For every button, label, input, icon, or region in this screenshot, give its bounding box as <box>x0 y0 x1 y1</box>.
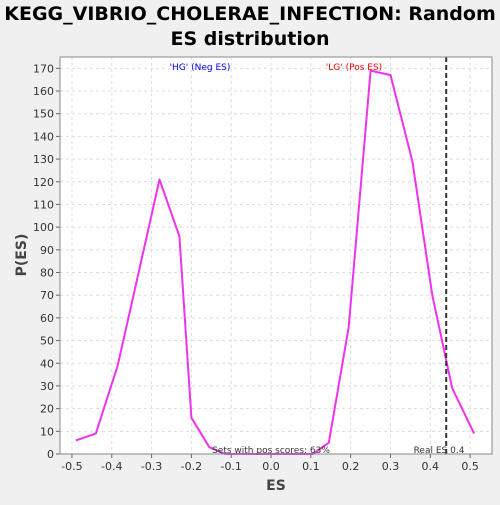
y-tick-label: 80 <box>40 267 54 280</box>
x-tick-label: 0.1 <box>302 460 320 473</box>
y-tick-label: 170 <box>33 62 54 75</box>
pos-scores-annotation: Sets with pos scores: 63% <box>212 446 330 456</box>
y-tick-label: 160 <box>33 85 54 98</box>
y-tick-label: 70 <box>40 289 54 302</box>
axis-layer: -0.5 -0.4 -0.3 -0.2 -0.1 0.0 0.1 0.2 0.3 0.4 0.5 0 1… <box>33 62 479 473</box>
y-axis-label: P(ES) <box>14 234 30 277</box>
y-tick-label: 90 <box>40 244 54 257</box>
x-tick-label: -0.2 <box>181 460 202 473</box>
x-tick-label: -0.4 <box>101 460 122 473</box>
pos-es-label: 'LG' (Pos ES) <box>326 63 382 73</box>
chart-title-line-2: ES distribution <box>171 28 330 50</box>
x-tick-label: -0.3 <box>141 460 162 473</box>
neg-es-label: 'HG' (Neg ES) <box>170 63 231 73</box>
x-tick-label: 0.0 <box>262 460 280 473</box>
y-tick-label: 0 <box>47 448 54 461</box>
x-tick-label: 0.5 <box>461 460 479 473</box>
y-tick-label: 130 <box>33 153 54 166</box>
x-tick-label: 0.2 <box>342 460 360 473</box>
chart-title-line-1: KEGG_VIBRIO_CHOLERAE_INFECTION: Random <box>4 3 496 25</box>
grid-layer <box>60 57 492 455</box>
x-axis-label: ES <box>266 478 286 494</box>
y-tick-label: 30 <box>40 380 54 393</box>
x-tick-label: -0.5 <box>61 460 82 473</box>
y-tick-label: 140 <box>33 130 54 143</box>
y-tick-label: 100 <box>33 221 54 234</box>
y-tick-label: 10 <box>40 425 54 438</box>
x-tick-label: 0.3 <box>382 460 400 473</box>
plot-area <box>60 57 492 454</box>
y-tick-label: 110 <box>33 198 54 211</box>
y-tick-label: 60 <box>40 312 54 325</box>
y-tick-label: 50 <box>40 335 54 348</box>
x-tick-label: -0.1 <box>220 460 241 473</box>
y-tick-label: 150 <box>33 108 54 121</box>
y-tick-label: 40 <box>40 357 54 370</box>
real-es-label: Real ES 0.4 <box>414 446 465 456</box>
plot-border <box>59 56 493 455</box>
x-tick-label: 0.4 <box>422 460 440 473</box>
y-tick-label: 120 <box>33 176 54 189</box>
y-tick-label: 20 <box>40 403 54 416</box>
